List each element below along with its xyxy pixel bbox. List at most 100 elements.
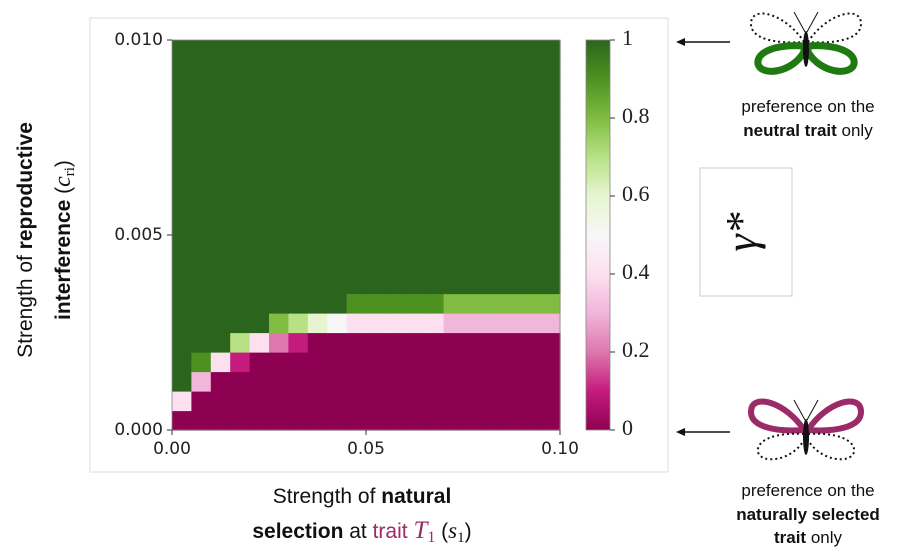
heatmap-cell bbox=[191, 371, 212, 392]
heatmap-cell bbox=[404, 235, 425, 256]
colorbar-tick-label: 1 bbox=[622, 25, 633, 50]
heatmap-cell bbox=[424, 352, 445, 373]
heatmap-cell bbox=[249, 293, 270, 314]
heatmap-cell bbox=[521, 410, 542, 431]
heatmap-cell bbox=[482, 410, 503, 431]
x-tick-label: 0.00 bbox=[153, 439, 191, 459]
colorbar-label-box bbox=[699, 167, 793, 297]
heatmap-cell bbox=[424, 371, 445, 392]
heatmap-cell bbox=[230, 118, 251, 139]
heatmap-cell bbox=[385, 157, 406, 178]
heatmap-cell bbox=[172, 274, 192, 295]
heatmap-cell bbox=[269, 59, 289, 80]
heatmap-cell bbox=[307, 332, 328, 353]
heatmap-cell bbox=[443, 215, 464, 236]
heatmap-cell bbox=[307, 176, 328, 197]
heatmap-cell bbox=[366, 176, 386, 197]
heatmap-cell bbox=[463, 196, 483, 217]
butterfly-bottom bbox=[747, 398, 865, 461]
heatmap-cell bbox=[288, 196, 309, 217]
heatmap-cell bbox=[307, 274, 328, 295]
heatmap-cell bbox=[424, 332, 445, 353]
heatmap-cell bbox=[191, 410, 212, 431]
y-tick-label: 0.005 bbox=[114, 225, 163, 245]
arrows bbox=[680, 41, 730, 433]
heatmap-cell bbox=[346, 79, 367, 100]
heatmap-cell bbox=[501, 137, 522, 158]
heatmap-cell bbox=[307, 157, 328, 178]
heatmap-cell bbox=[307, 352, 328, 373]
heatmap-cell bbox=[269, 352, 289, 373]
heatmap-cell bbox=[346, 332, 367, 353]
heatmap-cell bbox=[501, 215, 522, 236]
heatmap-cell bbox=[249, 332, 270, 353]
heatmap-cell bbox=[385, 137, 406, 158]
heatmap-cell bbox=[404, 332, 425, 353]
heatmap-cell bbox=[540, 352, 561, 373]
heatmap-cell bbox=[521, 352, 542, 373]
heatmap-cell bbox=[346, 215, 367, 236]
heatmap-cell bbox=[521, 332, 542, 353]
heatmap-cell bbox=[540, 137, 561, 158]
heatmap-cell bbox=[501, 254, 522, 275]
heatmap-cell bbox=[404, 371, 425, 392]
heatmap-cell bbox=[443, 313, 464, 334]
heatmap-cell bbox=[540, 118, 561, 139]
heatmap-cell bbox=[540, 332, 561, 353]
heatmap-cell bbox=[269, 313, 289, 334]
heatmap: 0.00 0.05 0.10 0.000 0.005 0.010 bbox=[114, 30, 579, 459]
heatmap-cell bbox=[385, 59, 406, 80]
heatmap-cell bbox=[172, 98, 192, 119]
heatmap-cell bbox=[385, 98, 406, 119]
heatmap-cell bbox=[404, 293, 425, 314]
heatmap-cell bbox=[230, 313, 251, 334]
heatmap-cell bbox=[385, 371, 406, 392]
heatmap-cell bbox=[307, 98, 328, 119]
heatmap-cell bbox=[269, 293, 289, 314]
heatmap-cell bbox=[482, 79, 503, 100]
heatmap-cell bbox=[482, 352, 503, 373]
heatmap-cell bbox=[482, 371, 503, 392]
heatmap-cell bbox=[463, 235, 483, 256]
heatmap-cell bbox=[501, 332, 522, 353]
heatmap-cell bbox=[501, 371, 522, 392]
heatmap-cell bbox=[307, 59, 328, 80]
heatmap-cell bbox=[172, 293, 192, 314]
heatmap-cell bbox=[385, 274, 406, 295]
heatmap-cell bbox=[540, 59, 561, 80]
heatmap-cell bbox=[424, 235, 445, 256]
heatmap-cell bbox=[424, 293, 445, 314]
butterfly-top bbox=[749, 11, 863, 75]
heatmap-cell bbox=[230, 176, 251, 197]
heatmap-cell bbox=[463, 410, 483, 431]
heatmap-cell bbox=[385, 176, 406, 197]
heatmap-cell bbox=[366, 254, 386, 275]
heatmap-cell bbox=[404, 352, 425, 373]
heatmap-cell bbox=[404, 79, 425, 100]
heatmap-cell bbox=[366, 196, 386, 217]
colorbar-label: γ* bbox=[717, 212, 766, 251]
heatmap-cell bbox=[366, 371, 386, 392]
heatmap-cell bbox=[288, 137, 309, 158]
heatmap-cell bbox=[230, 98, 251, 119]
heatmap-cell bbox=[482, 293, 503, 314]
heatmap-cell bbox=[307, 215, 328, 236]
heatmap-cell bbox=[482, 40, 503, 61]
heatmap-cell bbox=[540, 98, 561, 119]
heatmap-cell bbox=[443, 352, 464, 373]
heatmap-cell bbox=[288, 391, 309, 412]
heatmap-cell bbox=[501, 59, 522, 80]
heatmap-cell bbox=[210, 410, 231, 431]
heatmap-cell bbox=[172, 79, 192, 100]
heatmap-cell bbox=[501, 313, 522, 334]
y-label-line2: interference (cri) bbox=[50, 160, 78, 320]
heatmap-cell bbox=[404, 118, 425, 139]
heatmap-cell bbox=[172, 313, 192, 334]
heatmap-cell bbox=[269, 196, 289, 217]
colorbar-tick-label: 0.4 bbox=[622, 259, 650, 284]
heatmap-cell bbox=[269, 332, 289, 353]
heatmap-cell bbox=[269, 254, 289, 275]
heatmap-cell bbox=[482, 391, 503, 412]
heatmap-cell bbox=[424, 176, 445, 197]
heatmap-cell bbox=[269, 118, 289, 139]
